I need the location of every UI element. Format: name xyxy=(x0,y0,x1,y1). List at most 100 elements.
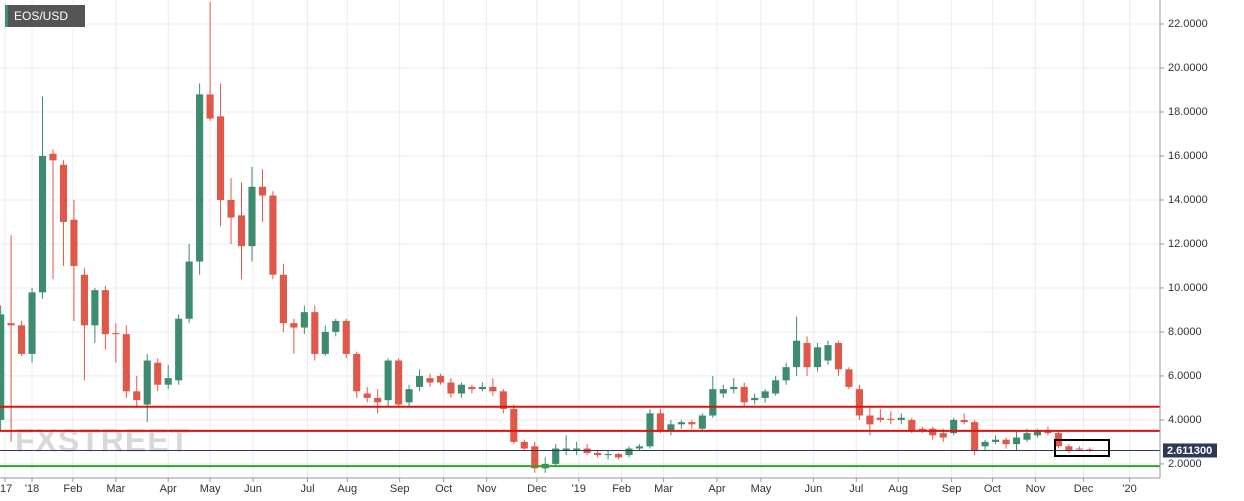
candle-body xyxy=(960,419,968,423)
candle-body xyxy=(468,386,476,390)
watermark: FXSTREET xyxy=(15,422,190,458)
candle-body xyxy=(625,448,633,456)
y-tick-label: 12.0000 xyxy=(1168,238,1208,250)
candle-body xyxy=(101,290,109,335)
candle-body xyxy=(196,94,204,262)
candle-body xyxy=(363,393,371,398)
candle-body xyxy=(709,389,717,416)
candle-body xyxy=(290,323,298,328)
candle-body xyxy=(49,153,57,161)
y-tick-label: 14.0000 xyxy=(1168,194,1208,206)
y-tick-label: 22.0000 xyxy=(1168,18,1208,30)
candle-body xyxy=(698,415,706,429)
candle-body xyxy=(1044,430,1052,434)
candle-body xyxy=(1023,433,1031,440)
x-tick-label: Feb xyxy=(63,483,82,495)
candle-body xyxy=(80,274,88,326)
candle-body xyxy=(70,219,78,266)
candle-body xyxy=(175,318,183,381)
candle-body xyxy=(217,116,225,200)
y-tick-label: 16.0000 xyxy=(1168,150,1208,162)
candle-body xyxy=(730,386,738,390)
candle-body xyxy=(562,448,570,451)
x-tick-label: Nov xyxy=(477,483,497,495)
x-tick-label: Feb xyxy=(612,483,631,495)
last-price-label: 2.611300 xyxy=(1167,445,1212,457)
candle-body xyxy=(604,454,612,456)
candle-body xyxy=(667,424,675,431)
x-tick-label: Oct xyxy=(435,483,452,495)
candle-body xyxy=(206,94,214,119)
last-price-badge xyxy=(1163,443,1217,458)
candle-body xyxy=(824,345,832,361)
y-tick-label: 20.0000 xyxy=(1168,62,1208,74)
candle-body xyxy=(489,386,497,392)
candle-body xyxy=(552,448,560,464)
candle-body xyxy=(1065,446,1073,451)
candle-body xyxy=(646,413,654,447)
candle-body xyxy=(28,292,36,354)
candle-body xyxy=(227,199,235,218)
candle-body xyxy=(782,367,790,381)
candle-body xyxy=(499,391,507,409)
x-tick-label: '19 xyxy=(572,483,586,495)
y-tick-label: 10.0000 xyxy=(1168,282,1208,294)
candle-body xyxy=(1002,439,1010,445)
candle-body xyxy=(531,446,539,469)
y-tick-label: 18.0000 xyxy=(1168,106,1208,118)
x-tick-label: Jul xyxy=(849,483,863,495)
candle-body xyxy=(426,378,434,383)
candles xyxy=(0,1,1160,473)
x-tick-label: Mar xyxy=(654,483,673,495)
candle-body xyxy=(122,334,130,392)
candle-body xyxy=(908,419,916,431)
candle-body xyxy=(38,155,47,293)
candle-body xyxy=(772,380,780,394)
candle-body xyxy=(866,415,874,425)
x-tick-label: Apr xyxy=(160,483,177,495)
candle-body xyxy=(614,454,623,458)
x-tick-label: '17 xyxy=(0,483,12,495)
grid xyxy=(0,0,1160,478)
candle-body xyxy=(855,389,863,416)
x-tick-label: Aug xyxy=(337,483,357,495)
candle-body xyxy=(91,290,99,326)
x-tick-label: Nov xyxy=(1026,483,1046,495)
candle-body xyxy=(374,397,382,403)
x-tick-label: Dec xyxy=(1074,483,1094,495)
highlight-box xyxy=(1054,439,1110,457)
title-accent xyxy=(5,5,8,27)
chart-title: EOS/USD xyxy=(14,9,68,23)
candle-body xyxy=(992,439,1000,442)
candle-body xyxy=(311,312,319,354)
candle-body xyxy=(635,446,644,449)
candle-body xyxy=(688,422,696,425)
candle-body xyxy=(143,360,151,405)
y-tick-label: 8.0000 xyxy=(1168,326,1202,338)
candle-body xyxy=(1033,430,1042,436)
candle-body xyxy=(950,419,958,434)
x-tick-label: Oct xyxy=(984,483,1001,495)
candle-body xyxy=(971,422,979,451)
candle-body xyxy=(112,333,120,335)
candle-body xyxy=(0,314,5,420)
candle-body xyxy=(457,384,466,394)
title-box xyxy=(5,5,85,27)
candle-body xyxy=(154,362,162,385)
candle-body xyxy=(929,428,937,436)
x-tick-label: Sep xyxy=(942,483,962,495)
x-tick-label: Jun xyxy=(804,483,822,495)
y-tick-label: 4.0000 xyxy=(1168,414,1202,426)
candle-body xyxy=(761,391,769,398)
candle-body xyxy=(813,347,822,368)
candle-body xyxy=(269,195,277,275)
x-tick-label: '20 xyxy=(1122,483,1136,495)
candle-body xyxy=(981,441,989,447)
candle-body xyxy=(300,312,308,328)
candle-body xyxy=(740,386,748,403)
candle-body xyxy=(415,375,424,387)
candle-body xyxy=(185,261,193,319)
candle-body xyxy=(59,164,68,222)
candle-body xyxy=(7,323,15,326)
candle-body xyxy=(656,413,664,431)
